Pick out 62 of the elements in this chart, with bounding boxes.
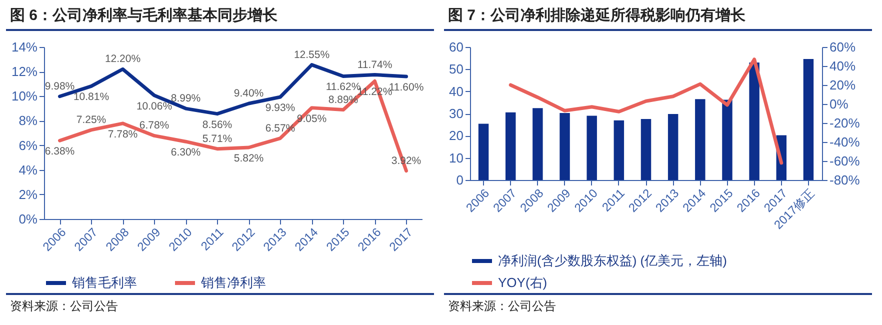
data-label: 12.55%	[294, 48, 330, 61]
bar	[722, 100, 732, 180]
data-label: 11.62%	[326, 81, 361, 94]
data-label: 9.40%	[234, 88, 264, 100]
legend-label: 销售毛利率	[71, 275, 137, 290]
data-label: 8.56%	[202, 118, 232, 131]
data-label: 6.38%	[44, 146, 75, 158]
chart-title: 图 6：公司净利率与毛利率基本同步增长	[6, 4, 434, 31]
bar	[614, 120, 624, 180]
y-tick-label: 50	[449, 62, 464, 77]
y-tick-label: 0%	[18, 212, 38, 226]
bar	[560, 113, 570, 180]
bar	[640, 119, 652, 180]
text: 资料来源：公司公告	[6, 293, 434, 315]
y-tick-label: 2%	[18, 186, 38, 202]
y-tick-label: 12%	[11, 64, 38, 80]
data-label: 7.25%	[76, 114, 106, 126]
y2-tick-label: 40%	[830, 58, 856, 74]
data-label: 5.71%	[202, 132, 232, 145]
data-label: 6.30%	[170, 146, 201, 159]
bar	[586, 116, 597, 180]
y2-tick-label: -40%	[830, 134, 860, 150]
y-tick-label: 6%	[18, 138, 38, 153]
y-tick-label: 40	[449, 84, 464, 99]
bar	[749, 62, 760, 180]
bar	[506, 112, 516, 180]
y2-tick-label: 60%	[830, 40, 856, 54]
legend-label: 销售净利率	[200, 275, 266, 290]
bar	[668, 114, 678, 180]
data-label: 6.78%	[139, 120, 170, 132]
text: 资料来源：公司公告	[444, 293, 872, 315]
data-label: 11.74%	[357, 58, 392, 71]
y2-tick-label: -60%	[830, 154, 860, 168]
y-tick-label: 0	[456, 172, 464, 188]
y-tick-label: 8%	[18, 113, 38, 128]
bar	[695, 99, 706, 180]
y-tick-label: 20	[449, 128, 464, 144]
data-label: 10.06%	[136, 100, 172, 112]
legend-label: YOY(右)	[498, 275, 548, 290]
line-series	[508, 58, 784, 165]
y-tick-label: 14%	[11, 40, 38, 54]
data-label: 5.82%	[234, 152, 264, 164]
y2-tick-label: 20%	[830, 78, 856, 92]
y-tick-label: 10	[449, 150, 464, 166]
data-label: 8.99%	[170, 92, 201, 105]
data-label: 10.81%	[73, 91, 110, 104]
y2-tick-label: 0%	[830, 96, 849, 112]
y-tick-label: 30	[449, 106, 464, 121]
legend-label: 净利润(含少数股东权益) (亿美元，左轴)	[498, 253, 727, 268]
y2-tick-label: -80%	[830, 172, 860, 188]
data-label: 7.78%	[108, 128, 138, 140]
bar	[478, 124, 489, 180]
bar	[532, 108, 543, 180]
y-tick-label: 4%	[18, 162, 38, 178]
data-label: 9.98%	[44, 80, 75, 92]
data-label: 12.20%	[104, 53, 141, 66]
data-label: 9.93%	[265, 102, 296, 114]
y-tick-label: 60	[449, 40, 464, 54]
y-tick-label: 10%	[11, 88, 38, 104]
y2-tick-label: -20%	[830, 116, 860, 130]
bar	[803, 58, 814, 180]
chart-title: 图 7：公司净利排除递延所得税影响仍有增长	[444, 4, 872, 31]
